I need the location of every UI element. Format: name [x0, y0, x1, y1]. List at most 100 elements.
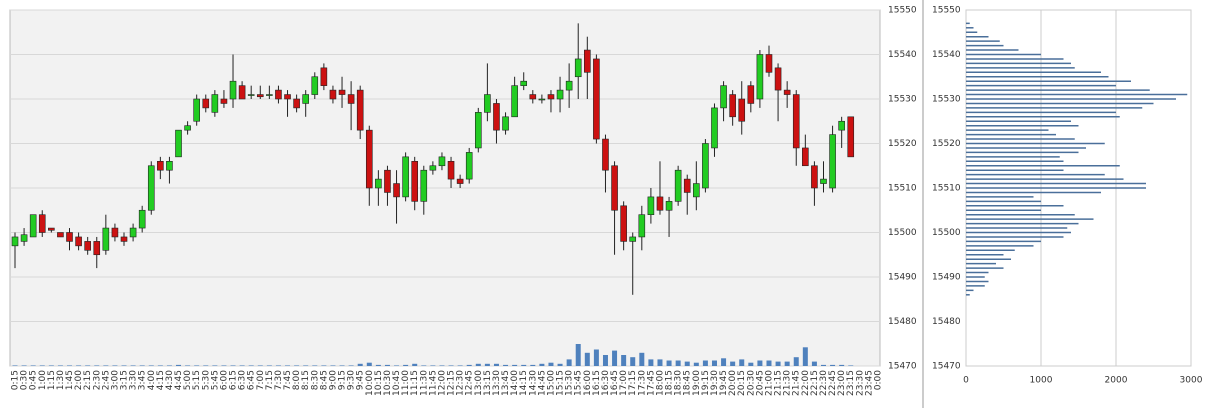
x-tick-label: 15:15	[556, 370, 566, 396]
candle-body	[438, 156, 446, 167]
y-tick-label: 15490	[888, 273, 917, 283]
y-tick-label: 15480	[932, 317, 961, 327]
x-tick-label: 12:45	[465, 370, 475, 396]
x-tick-label: 14:00	[510, 370, 520, 396]
candle-body	[829, 134, 836, 189]
x-tick-label: 19:00	[692, 370, 702, 396]
volume-bar	[457, 365, 463, 366]
candle-body	[202, 98, 210, 109]
volume-bar	[366, 362, 372, 366]
volume-bar	[811, 361, 817, 366]
volume-bar	[466, 364, 472, 366]
candle-body	[75, 236, 82, 247]
x-tick-label: 1:30	[56, 370, 66, 390]
volume-bar	[275, 365, 281, 366]
candle-body	[520, 80, 528, 86]
candle-body	[48, 227, 55, 231]
volume-bar	[194, 365, 200, 366]
candle-body	[93, 241, 101, 256]
candle-body	[147, 165, 155, 211]
x-tick-label: 18:45	[683, 370, 693, 396]
x-tick-label: 4:30	[165, 370, 175, 390]
y-tick-label: 15470	[888, 362, 917, 372]
y-tick-label: 15500	[888, 228, 917, 238]
x-tick-label: 6:30	[238, 370, 248, 390]
candle-body	[593, 58, 600, 140]
x-tick-label: 21:45	[792, 370, 802, 396]
candle-body	[11, 236, 19, 247]
x-tick-label: 7:45	[283, 370, 293, 390]
candle-body	[238, 85, 246, 100]
x-tick-label: 5:00	[183, 370, 193, 390]
volume-bar	[330, 365, 336, 366]
candle-body	[611, 165, 618, 211]
candle-body	[338, 89, 346, 95]
candle-body	[29, 214, 37, 238]
volume-bar	[48, 365, 54, 366]
candle-body	[229, 80, 237, 100]
volume-bar	[112, 365, 118, 366]
volume-bar	[802, 347, 808, 366]
candle-body	[702, 143, 709, 189]
volume-bar	[766, 360, 772, 366]
x-tick-label: 11:45	[428, 370, 438, 396]
x-tick-label: 0	[963, 376, 969, 386]
x-tick-label: 1:45	[65, 370, 75, 390]
volume-bar	[285, 365, 291, 366]
x-tick-label: 16:15	[592, 370, 602, 396]
candle-body	[792, 94, 800, 149]
candle-body	[347, 94, 355, 104]
candle-body	[211, 94, 219, 113]
volume-bar	[503, 364, 509, 366]
volume-bar	[820, 364, 826, 366]
candle-body	[420, 169, 428, 202]
x-tick-label: 13:15	[483, 370, 493, 396]
x-tick-label: 13:45	[501, 370, 511, 396]
x-tick-label: 22:30	[819, 370, 829, 396]
x-tick-label: 18:00	[655, 370, 665, 396]
candle-body	[711, 107, 718, 149]
x-tick-label: 1000	[1030, 376, 1053, 386]
volume-bar	[384, 364, 390, 366]
x-tick-label: 2:15	[83, 370, 93, 390]
candle-body	[665, 201, 673, 211]
x-tick-label: 15:45	[574, 370, 584, 396]
x-tick-label: 9:45	[356, 370, 366, 390]
candle-body	[629, 236, 637, 242]
volume-bar	[730, 361, 736, 366]
volume-bar	[702, 360, 708, 366]
candle-body	[584, 49, 591, 73]
x-tick-label: 8:00	[292, 370, 302, 390]
candle-body	[474, 112, 482, 149]
candle-body	[365, 129, 373, 189]
candle-body	[411, 161, 419, 202]
volume-bar	[575, 344, 581, 366]
volume-bar	[203, 365, 209, 366]
x-tick-label: 13:00	[474, 370, 484, 396]
x-tick-label: 15:00	[546, 370, 556, 396]
x-tick-label: 21:30	[783, 370, 793, 396]
candle-body	[465, 152, 473, 180]
volume-bar	[239, 365, 245, 366]
y-tick-label: 15520	[932, 139, 961, 149]
candle-body	[138, 209, 146, 229]
volume-bar	[357, 363, 363, 366]
volume-bar	[321, 365, 327, 366]
volume-bar	[548, 362, 554, 366]
volume-bar	[348, 365, 354, 366]
x-tick-label: 12:15	[447, 370, 457, 396]
candle-body	[547, 94, 555, 100]
x-tick-label: 10:15	[374, 370, 384, 396]
candle-body	[638, 214, 646, 238]
y-tick-label: 15540	[932, 50, 961, 60]
volume-bar	[339, 365, 345, 366]
candle-body	[647, 196, 655, 215]
x-tick-label: 10:30	[383, 370, 393, 396]
x-tick-label: 5:45	[210, 370, 220, 390]
x-tick-label: 8:45	[319, 370, 329, 390]
x-tick-label: 1:15	[47, 370, 57, 390]
candle-body	[247, 94, 255, 96]
candle-body	[302, 94, 309, 104]
volume-bar	[657, 359, 663, 366]
